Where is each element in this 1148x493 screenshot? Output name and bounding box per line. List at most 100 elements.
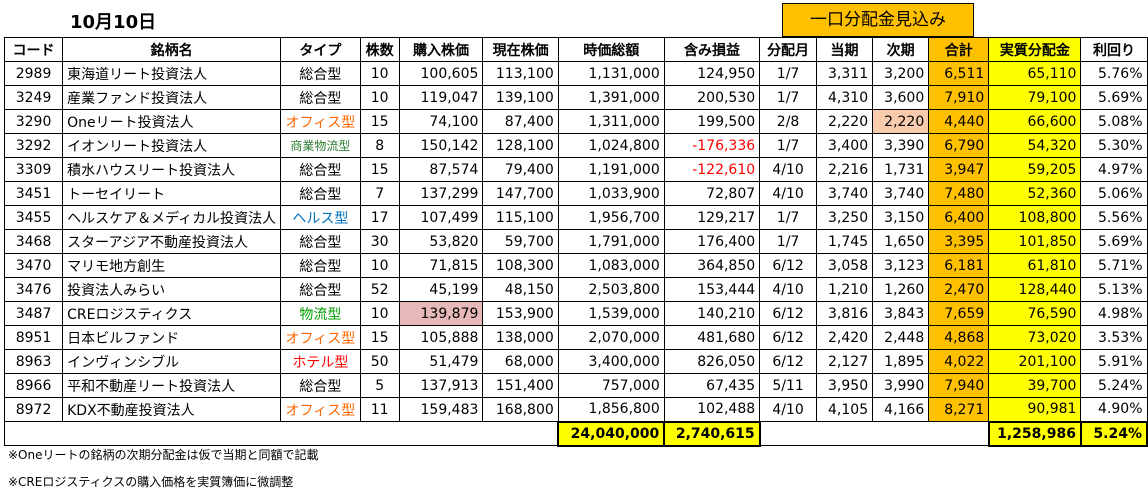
pl-cell[interactable]: 102,488 <box>663 397 761 422</box>
yield-cell[interactable]: 5.69% <box>1080 85 1148 110</box>
col-header-total[interactable]: 合計 <box>928 37 990 62</box>
col-header-dist-month[interactable]: 分配月 <box>759 37 817 62</box>
yield-cell[interactable]: 5.13% <box>1080 277 1148 302</box>
buy-price-cell[interactable]: 45,199 <box>398 277 484 302</box>
price-cell[interactable]: 128,100 <box>482 133 559 158</box>
total-unrealized-pl[interactable]: 2,740,615 <box>663 420 761 447</box>
type-cell[interactable]: 物流型 <box>280 301 361 326</box>
yield-cell[interactable]: 5.08% <box>1080 109 1148 134</box>
yield-cell[interactable]: 5.71% <box>1080 253 1148 278</box>
next-cell[interactable]: 3,990 <box>872 373 930 398</box>
price-cell[interactable]: 68,000 <box>482 349 559 374</box>
current-cell[interactable]: 2,216 <box>815 157 874 182</box>
pl-cell[interactable]: 67,435 <box>663 373 761 398</box>
buy-price-cell[interactable]: 119,047 <box>398 85 484 110</box>
real-dist-cell[interactable]: 59,205 <box>988 157 1082 182</box>
total-cell[interactable]: 8,271 <box>928 397 990 422</box>
shares-cell[interactable]: 52 <box>359 277 400 302</box>
total-cell[interactable]: 7,910 <box>928 85 990 110</box>
type-cell[interactable]: 総合型 <box>280 373 361 398</box>
pl-cell[interactable]: 364,850 <box>663 253 761 278</box>
name-cell[interactable]: Oneリート投資法人 <box>62 109 282 134</box>
real-dist-cell[interactable]: 90,981 <box>988 397 1082 422</box>
name-cell[interactable]: CREロジスティクス <box>62 301 282 326</box>
current-cell[interactable]: 3,058 <box>815 253 874 278</box>
market-value-cell[interactable]: 1,539,000 <box>557 301 665 326</box>
month-cell[interactable]: 1/7 <box>759 133 817 158</box>
price-cell[interactable]: 151,400 <box>482 373 559 398</box>
shares-cell[interactable]: 7 <box>359 181 400 206</box>
code-cell[interactable]: 3292 <box>3 133 64 158</box>
total-cell[interactable]: 3,947 <box>928 157 990 182</box>
market-value-cell[interactable]: 2,503,800 <box>557 277 665 302</box>
type-cell[interactable]: オフィス型 <box>280 325 361 350</box>
price-cell[interactable]: 139,100 <box>482 85 559 110</box>
name-cell[interactable]: 日本ビルファンド <box>62 325 282 350</box>
yield-cell[interactable]: 5.06% <box>1080 181 1148 206</box>
type-cell[interactable]: 総合型 <box>280 229 361 254</box>
next-cell[interactable]: 3,390 <box>872 133 930 158</box>
col-header-current-period[interactable]: 当期 <box>815 37 874 62</box>
market-value-cell[interactable]: 3,400,000 <box>557 349 665 374</box>
col-header-type[interactable]: タイプ <box>280 37 361 62</box>
yield-cell[interactable]: 4.97% <box>1080 157 1148 182</box>
code-cell[interactable]: 2989 <box>3 61 64 86</box>
pl-cell[interactable]: 176,400 <box>663 229 761 254</box>
next-cell[interactable]: 4,166 <box>872 397 930 422</box>
next-cell[interactable]: 3,740 <box>872 181 930 206</box>
name-cell[interactable]: 産業ファンド投資法人 <box>62 85 282 110</box>
month-cell[interactable]: 4/10 <box>759 397 817 422</box>
market-value-cell[interactable]: 1,083,000 <box>557 253 665 278</box>
type-cell[interactable]: 総合型 <box>280 181 361 206</box>
col-header-price[interactable]: 現在株価 <box>482 37 559 62</box>
name-cell[interactable]: スターアジア不動産投資法人 <box>62 229 282 254</box>
shares-cell[interactable]: 10 <box>359 85 400 110</box>
yield-cell[interactable]: 5.69% <box>1080 229 1148 254</box>
buy-price-cell[interactable]: 74,100 <box>398 109 484 134</box>
type-cell[interactable]: ヘルス型 <box>280 205 361 230</box>
real-dist-cell[interactable]: 66,600 <box>988 109 1082 134</box>
market-value-cell[interactable]: 1,391,000 <box>557 85 665 110</box>
code-cell[interactable]: 3451 <box>3 181 64 206</box>
type-cell[interactable]: オフィス型 <box>280 397 361 422</box>
buy-price-cell-adjusted[interactable]: 139,879 <box>398 301 484 326</box>
name-cell[interactable]: 投資法人みらい <box>62 277 282 302</box>
current-cell[interactable]: 4,105 <box>815 397 874 422</box>
total-cell[interactable]: 7,480 <box>928 181 990 206</box>
real-dist-cell[interactable]: 101,850 <box>988 229 1082 254</box>
real-dist-cell[interactable]: 79,100 <box>988 85 1082 110</box>
code-cell[interactable]: 8963 <box>3 349 64 374</box>
current-cell[interactable]: 2,220 <box>815 109 874 134</box>
next-cell[interactable]: 1,731 <box>872 157 930 182</box>
price-cell[interactable]: 115,100 <box>482 205 559 230</box>
code-cell[interactable]: 3309 <box>3 157 64 182</box>
buy-price-cell[interactable]: 107,499 <box>398 205 484 230</box>
next-cell[interactable]: 3,150 <box>872 205 930 230</box>
current-cell[interactable]: 3,740 <box>815 181 874 206</box>
code-cell[interactable]: 3290 <box>3 109 64 134</box>
month-cell[interactable]: 6/12 <box>759 325 817 350</box>
code-cell[interactable]: 3468 <box>3 229 64 254</box>
next-cell[interactable]: 2,448 <box>872 325 930 350</box>
month-cell[interactable]: 6/12 <box>759 301 817 326</box>
type-cell[interactable]: 商業物流型 <box>280 133 361 158</box>
buy-price-cell[interactable]: 150,142 <box>398 133 484 158</box>
buy-price-cell[interactable]: 87,574 <box>398 157 484 182</box>
col-header-unrealized-pl[interactable]: 含み損益 <box>663 37 761 62</box>
current-cell[interactable]: 3,311 <box>815 61 874 86</box>
col-header-next-period[interactable]: 次期 <box>872 37 930 62</box>
price-cell[interactable]: 147,700 <box>482 181 559 206</box>
month-cell[interactable]: 1/7 <box>759 61 817 86</box>
yield-cell[interactable]: 3.53% <box>1080 325 1148 350</box>
yield-cell[interactable]: 5.56% <box>1080 205 1148 230</box>
month-cell[interactable]: 5/11 <box>759 373 817 398</box>
market-value-cell[interactable]: 1,033,900 <box>557 181 665 206</box>
buy-price-cell[interactable]: 105,888 <box>398 325 484 350</box>
type-cell[interactable]: 総合型 <box>280 157 361 182</box>
buy-price-cell[interactable]: 53,820 <box>398 229 484 254</box>
pl-cell[interactable]: 826,050 <box>663 349 761 374</box>
col-header-name[interactable]: 銘柄名 <box>62 37 282 62</box>
market-value-cell[interactable]: 1,791,000 <box>557 229 665 254</box>
pl-cell[interactable]: -176,336 <box>663 133 761 158</box>
pl-cell[interactable]: -122,610 <box>663 157 761 182</box>
